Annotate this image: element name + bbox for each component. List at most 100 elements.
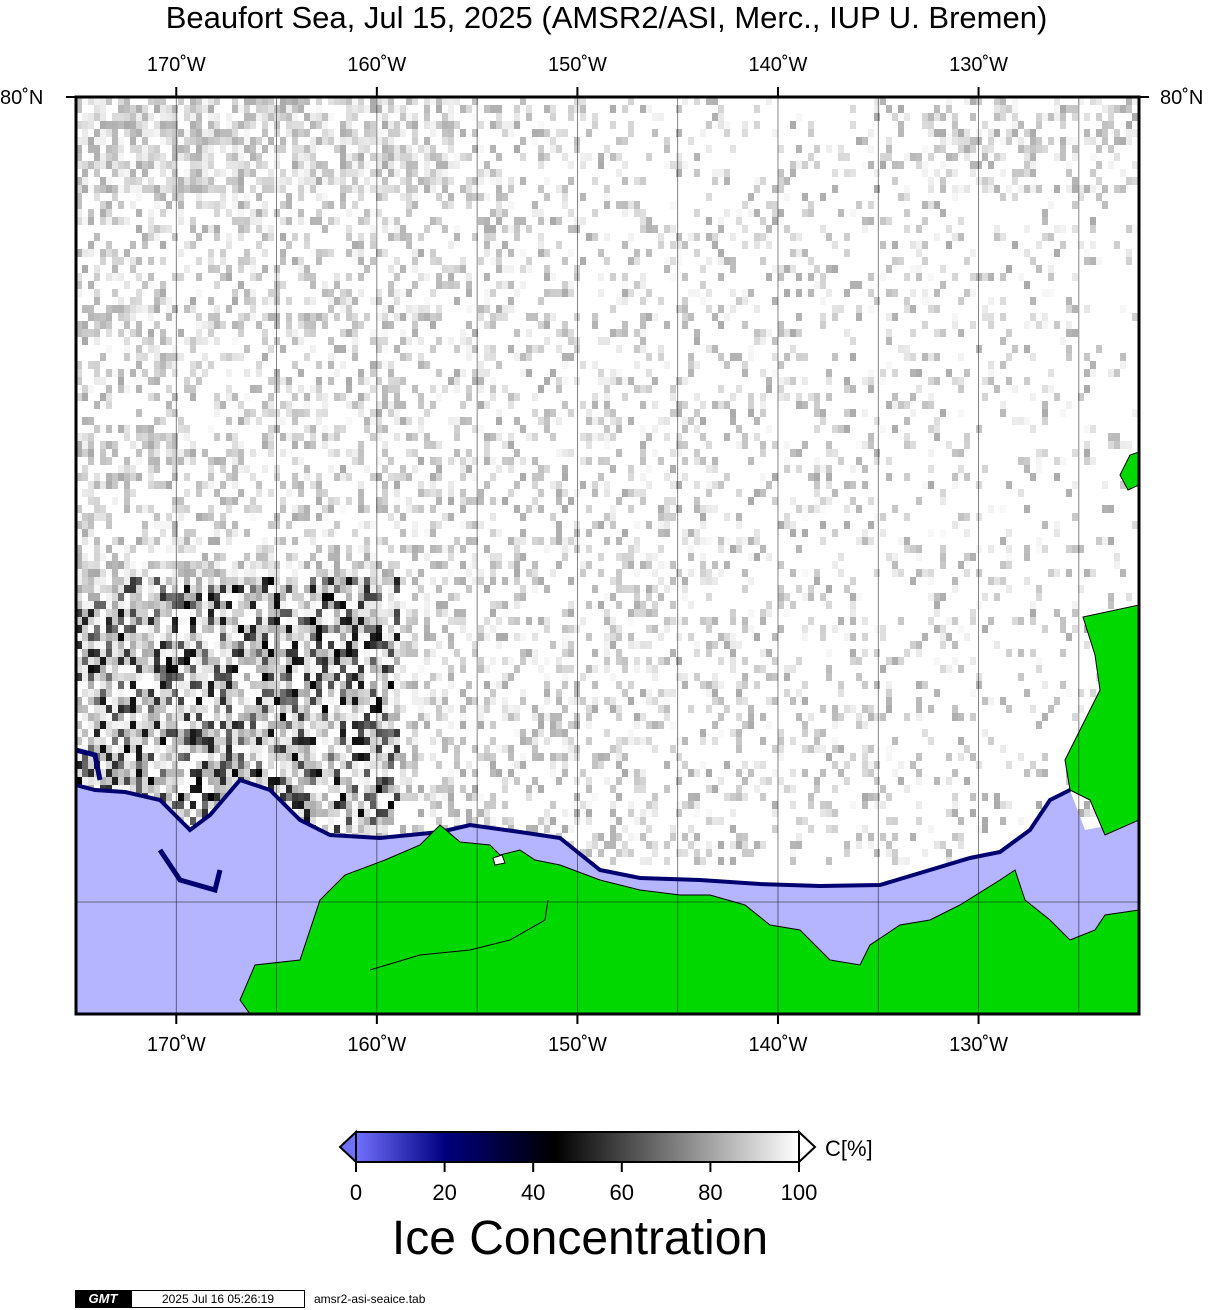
ice-cell [148, 633, 154, 641]
ice-cell [124, 497, 130, 505]
ice-cell [1030, 473, 1036, 481]
ice-cell [136, 297, 142, 305]
ice-cell [262, 657, 268, 665]
ice-cell [502, 681, 508, 689]
ice-cell [124, 337, 130, 345]
ice-cell [1060, 113, 1066, 121]
ice-cell [802, 729, 808, 737]
ice-cell [916, 273, 922, 281]
ice-cell [442, 561, 448, 569]
ice-cell [646, 689, 652, 697]
ice-cell [442, 609, 448, 617]
ice-cell [1096, 193, 1102, 201]
ice-cell [1114, 561, 1120, 569]
ice-cell [940, 497, 946, 505]
ice-cell [172, 617, 178, 625]
ice-cell [124, 657, 130, 665]
ice-cell [214, 489, 220, 497]
ice-cell [748, 193, 754, 201]
ice-cell [244, 113, 250, 121]
ice-cell [892, 553, 898, 561]
ice-cell [406, 449, 412, 457]
ice-cell [274, 305, 280, 313]
ice-cell [100, 217, 106, 225]
ice-cell [442, 385, 448, 393]
ice-cell [622, 273, 628, 281]
ice-cell [532, 409, 538, 417]
ice-cell [778, 361, 784, 369]
ice-cell [76, 105, 82, 113]
ice-cell [364, 105, 370, 113]
ice-cell [772, 673, 778, 681]
ice-cell [244, 529, 250, 537]
ice-cell [874, 97, 880, 105]
ice-cell [256, 641, 262, 649]
ice-cell [622, 161, 628, 169]
ice-cell [328, 649, 334, 657]
ice-cell [88, 561, 94, 569]
ice-cell [370, 297, 376, 305]
ice-cell [772, 265, 778, 273]
ice-cell [886, 401, 892, 409]
ice-cell [658, 233, 664, 241]
ice-cell [454, 377, 460, 385]
ice-cell [532, 137, 538, 145]
ice-cell [154, 201, 160, 209]
ice-cell [322, 121, 328, 129]
ice-cell [544, 585, 550, 593]
ice-cell [316, 161, 322, 169]
ice-cell [946, 441, 952, 449]
ice-cell [796, 329, 802, 337]
ice-cell [310, 697, 316, 705]
ice-cell [910, 241, 916, 249]
ice-cell [718, 321, 724, 329]
ice-cell [802, 721, 808, 729]
ice-cell [220, 609, 226, 617]
ice-cell [532, 577, 538, 585]
ice-cell [346, 737, 352, 745]
ice-cell [82, 521, 88, 529]
ice-cell [274, 113, 280, 121]
ice-cell [262, 249, 268, 257]
ice-cell [142, 633, 148, 641]
ice-cell [370, 233, 376, 241]
ice-cell [304, 177, 310, 185]
ice-cell [682, 457, 688, 465]
ice-cell [394, 121, 400, 129]
ice-cell [532, 473, 538, 481]
ice-cell [130, 185, 136, 193]
ice-cell [262, 737, 268, 745]
ice-cell [1066, 105, 1072, 113]
ice-cell [934, 433, 940, 441]
ice-cell [94, 609, 100, 617]
ice-cell [682, 161, 688, 169]
ice-cell [184, 457, 190, 465]
ice-cell [226, 129, 232, 137]
ice-cell [436, 489, 442, 497]
ice-cell [436, 545, 442, 553]
ice-cell [940, 209, 946, 217]
ice-cell [244, 121, 250, 129]
ice-cell [718, 249, 724, 257]
ice-cell [304, 409, 310, 417]
ice-cell [850, 337, 856, 345]
ice-cell [190, 153, 196, 161]
ice-cell [1108, 433, 1114, 441]
ice-cell [196, 169, 202, 177]
ice-cell [550, 729, 556, 737]
ice-cell [832, 185, 838, 193]
ice-cell [370, 521, 376, 529]
ice-cell [640, 313, 646, 321]
ice-cell [694, 249, 700, 257]
ice-cell [868, 433, 874, 441]
ice-cell [604, 729, 610, 737]
ice-cell [178, 681, 184, 689]
ice-cell [202, 641, 208, 649]
ice-cell [1024, 169, 1030, 177]
ice-cell [130, 177, 136, 185]
ice-cell [202, 369, 208, 377]
ice-cell [178, 569, 184, 577]
ice-cell [742, 361, 748, 369]
ice-cell [334, 545, 340, 553]
ice-cell [934, 657, 940, 665]
